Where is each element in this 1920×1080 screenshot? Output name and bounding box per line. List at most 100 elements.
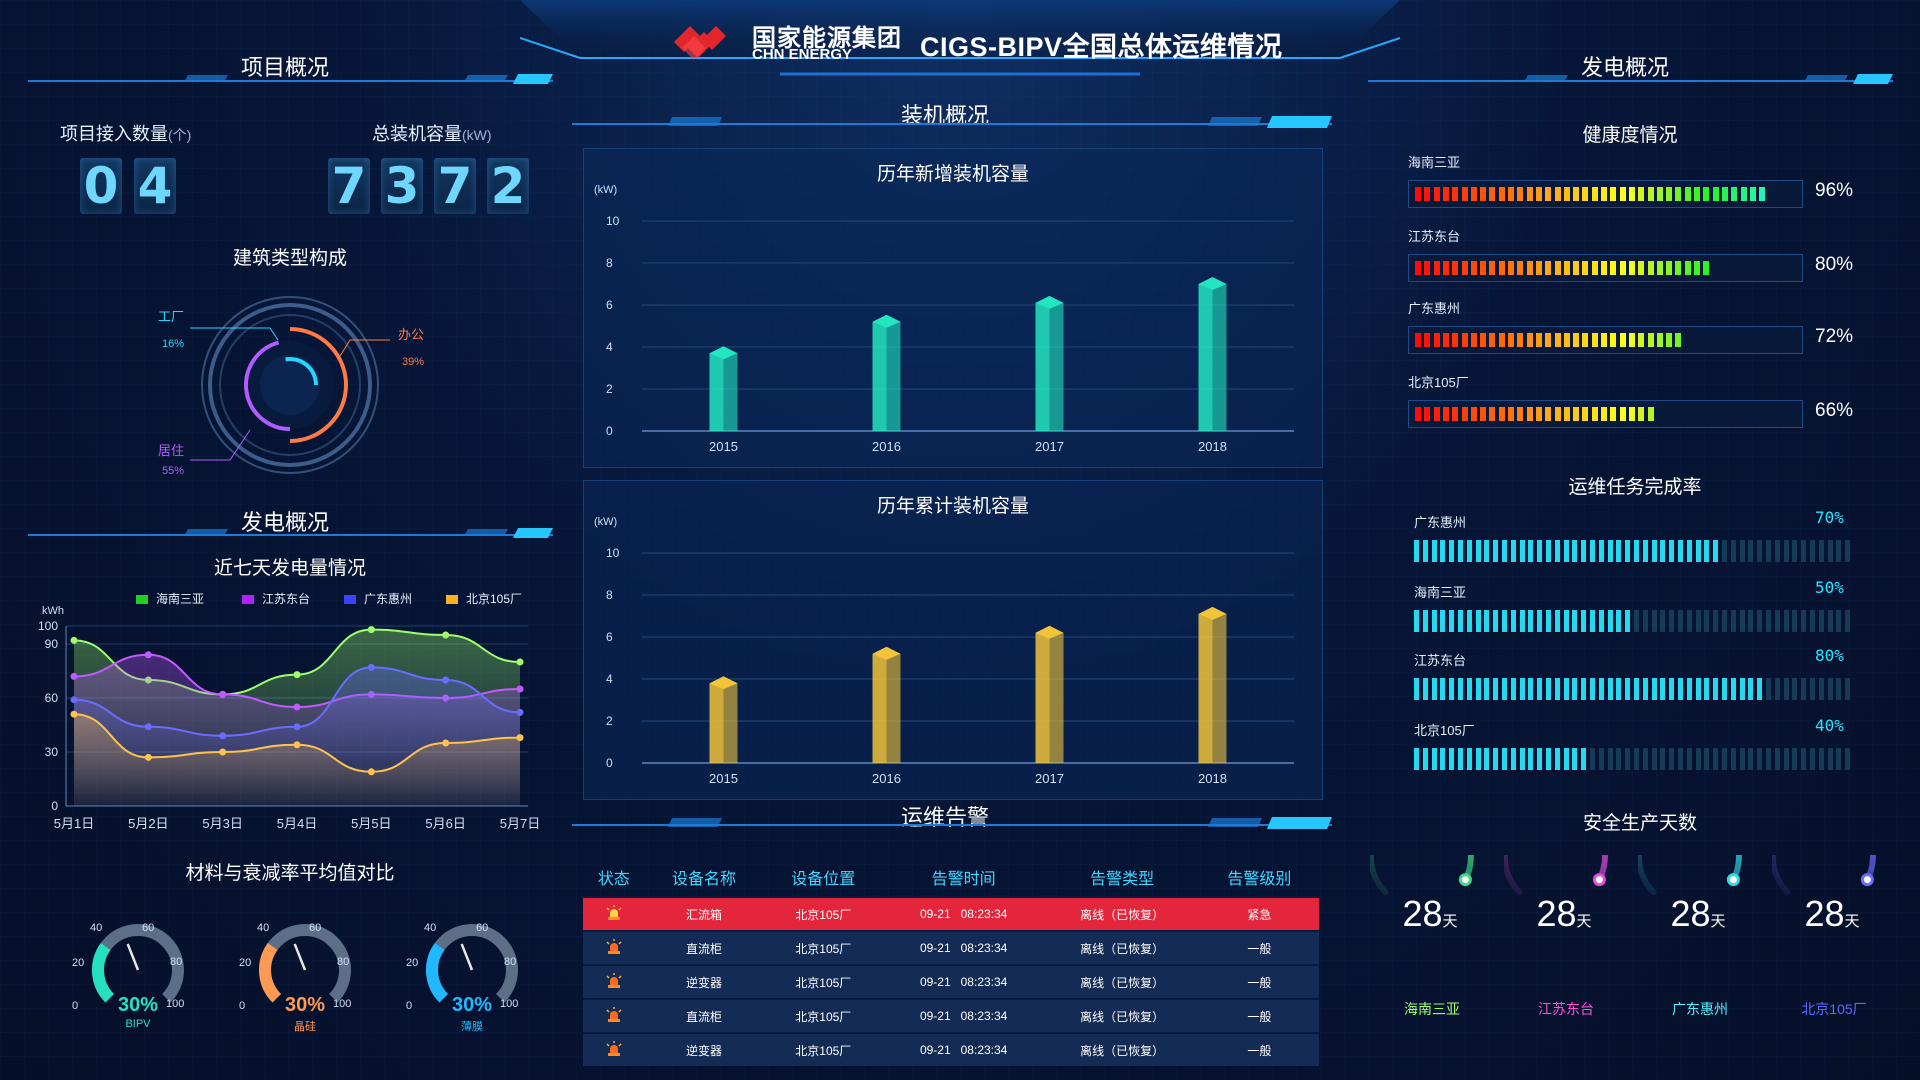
health-bar-segment xyxy=(1470,261,1477,275)
alarm-location-cell: 北京105厂 xyxy=(763,1032,883,1066)
safety-ring-arc xyxy=(1370,855,1474,896)
alarm-row[interactable]: 汇流箱 北京105厂 09-21 08:23:34 离线（已恢复） 紧急 xyxy=(583,896,1319,931)
task-bar-segment xyxy=(1774,540,1780,562)
gauge-fill xyxy=(426,942,449,1003)
task-bar-segment xyxy=(1651,540,1657,562)
task-bar-segment xyxy=(1466,540,1472,562)
task-bar-segment xyxy=(1810,610,1815,632)
alarm-time-cell: 09-21 08:23:34 xyxy=(882,998,1045,1033)
safety-ring xyxy=(1772,855,1876,896)
task-bar-segment xyxy=(1572,678,1578,700)
task-bar-segment xyxy=(1414,610,1419,632)
task-bar-segment xyxy=(1458,540,1463,562)
alarm-location-cell: 北京105厂 xyxy=(763,998,883,1033)
safety-days: 28天 xyxy=(1638,893,1758,935)
health-bar-segment xyxy=(1666,333,1673,347)
task-bar-segment xyxy=(1510,748,1516,770)
health-bar-segment xyxy=(1498,261,1505,275)
health-bar-segment xyxy=(1554,261,1561,275)
alarm-row[interactable]: 逆变器 北京105厂 09-21 08:23:34 离线（已恢复） 一般 xyxy=(583,964,1319,999)
health-bar-segment xyxy=(1508,333,1514,347)
task-bar-segment xyxy=(1510,540,1516,562)
x-tick-label: 2015 xyxy=(709,771,738,786)
health-bar-segment xyxy=(1647,333,1654,347)
alarm-device-cell: 直流柜 xyxy=(644,998,764,1033)
health-bar-segment xyxy=(1582,187,1589,201)
task-bar-segment xyxy=(1774,610,1780,632)
data-point xyxy=(516,708,524,716)
health-bar xyxy=(1408,254,1803,282)
y-tick-label: 0 xyxy=(606,756,613,770)
alarm-status-cell xyxy=(583,1032,645,1066)
health-bar-segment xyxy=(1601,187,1607,201)
health-bar-segment xyxy=(1535,333,1542,347)
task-bar-segment xyxy=(1493,748,1499,770)
data-point xyxy=(219,732,227,740)
task-bar-segment xyxy=(1554,540,1560,562)
alarm-location-cell: 北京105厂 xyxy=(763,964,883,999)
task-bar-segment xyxy=(1537,678,1543,700)
safety-days-value: 28 xyxy=(1670,893,1711,934)
data-point xyxy=(367,768,375,776)
health-bar-segment xyxy=(1656,187,1663,201)
x-tick-label: 5月3日 xyxy=(202,816,242,831)
task-bar-segment xyxy=(1634,678,1639,700)
task-bar-segment xyxy=(1739,610,1745,632)
ring-pct-factory: 16% xyxy=(162,338,185,350)
task-bar-segment xyxy=(1766,540,1771,562)
health-bar-segment xyxy=(1563,187,1570,201)
health-bar-segment xyxy=(1424,261,1431,275)
health-bar-segment xyxy=(1461,261,1468,275)
health-bar-segment xyxy=(1749,187,1756,201)
health-bar-segment xyxy=(1461,407,1468,421)
alarm-light-icon xyxy=(606,972,622,988)
alarm-status-cell xyxy=(583,930,645,965)
health-bar-segment xyxy=(1498,407,1505,421)
alarm-row[interactable]: 直流柜 北京105厂 09-21 08:23:34 离线（已恢复） 一般 xyxy=(583,930,1319,965)
task-bar-segment xyxy=(1766,678,1771,700)
legend-item: 广东惠州 xyxy=(344,590,412,607)
gauge-needle xyxy=(126,943,140,971)
task-bar-segment xyxy=(1810,678,1815,700)
task-bar-segment xyxy=(1792,748,1798,770)
y-tick-label: 30 xyxy=(45,745,59,759)
gauge-tick-label: 80 xyxy=(504,956,517,968)
data-point xyxy=(516,658,524,666)
task-bar-segment xyxy=(1590,748,1595,770)
task-bar-segment xyxy=(1440,610,1446,632)
task-bar-segment xyxy=(1528,610,1534,632)
ring-label-factory: 工厂 xyxy=(158,309,185,324)
alarm-row[interactable]: 直流柜 北京105厂 09-21 08:23:34 离线（已恢复） 一般 xyxy=(583,998,1319,1033)
health-bar-segment xyxy=(1628,261,1635,275)
task-bar-segment xyxy=(1466,748,1472,770)
health-bar-segment xyxy=(1591,187,1598,201)
task-bar-segment xyxy=(1519,748,1525,770)
health-bar-segment xyxy=(1610,333,1617,347)
task-bar-segment xyxy=(1422,540,1428,562)
task-bar-segment xyxy=(1713,540,1719,562)
health-bar xyxy=(1408,180,1803,208)
task-bar-segment xyxy=(1669,540,1675,562)
health-title: 健康度情况 xyxy=(1582,125,1678,146)
data-point xyxy=(70,672,78,680)
task-bar-segment xyxy=(1686,678,1692,700)
health-bar-segment xyxy=(1554,333,1561,347)
gauge-name: 晶硅 xyxy=(294,1021,316,1033)
alarm-table-header: 状态 设备名称 设备位置 告警时间 告警类型 告警级别 xyxy=(583,858,1319,897)
task-bar-segment xyxy=(1493,540,1499,562)
alarm-row[interactable]: 逆变器 北京105厂 09-21 08:23:34 离线（已恢复） 一般 xyxy=(583,1032,1319,1066)
task-bar-segment xyxy=(1801,610,1807,632)
task-bar-segment xyxy=(1722,748,1727,770)
health-bar-segment xyxy=(1498,333,1505,347)
task-bar-segment xyxy=(1660,748,1666,770)
task-bar-segment xyxy=(1440,540,1446,562)
task-bar-segment xyxy=(1695,610,1701,632)
health-bar-segment xyxy=(1619,407,1626,421)
x-tick-label: 5月5日 xyxy=(351,816,391,831)
alarm-light-icon xyxy=(606,1006,622,1022)
task-bar-segment xyxy=(1475,678,1481,700)
section-divider xyxy=(28,74,553,84)
project-count-digit: 4 xyxy=(134,158,176,214)
health-bar-segment xyxy=(1619,187,1626,201)
y-tick-label: 90 xyxy=(45,637,59,651)
